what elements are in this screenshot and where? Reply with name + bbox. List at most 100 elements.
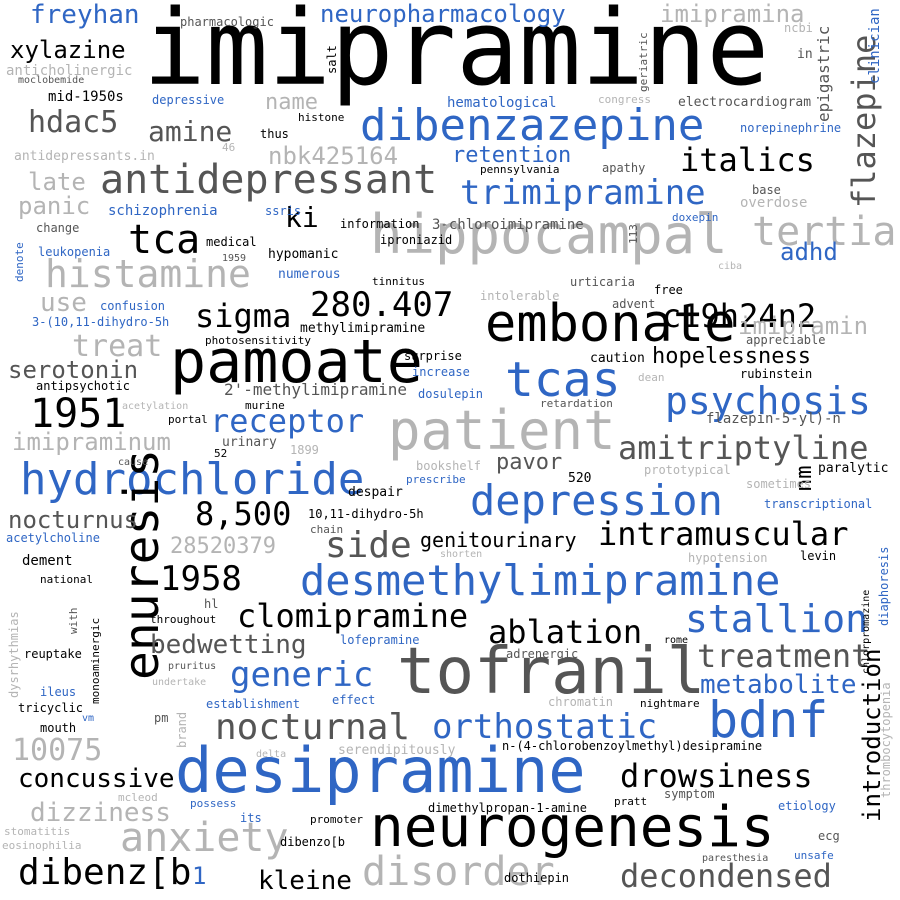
word: rubinstein	[740, 367, 813, 381]
word: tertiary	[752, 209, 900, 255]
word: chain	[310, 523, 344, 536]
word: serendipitously	[338, 743, 456, 758]
word: surprise	[404, 349, 462, 363]
word: pharmacologic	[180, 15, 274, 29]
word: imipramin	[738, 312, 869, 340]
word: genitourinary	[420, 528, 577, 552]
word: retention	[452, 143, 572, 168]
word: urinary	[222, 435, 277, 450]
word: overdose	[740, 195, 808, 211]
word: unsafe	[794, 849, 834, 862]
word: salt	[325, 45, 339, 74]
word: apathy	[602, 161, 646, 175]
word: dimethylpropan-1-amine	[428, 801, 587, 815]
word: eosinophilia	[2, 839, 82, 852]
word: pratt	[614, 795, 648, 808]
word: patient	[388, 399, 616, 462]
word: amine	[148, 115, 233, 148]
word: monoaminergic	[89, 617, 102, 704]
word: in	[797, 47, 813, 62]
word: decondensed	[620, 857, 832, 895]
word: confusion	[100, 299, 166, 313]
word: thrombocytopenia	[879, 682, 893, 798]
word: transcriptional	[764, 497, 873, 511]
word: histamine	[45, 252, 251, 296]
word: chlorpromazine	[861, 589, 872, 674]
word: anxiety	[120, 815, 289, 861]
word: hydrochloride	[20, 454, 365, 505]
word: orthostatic	[432, 707, 658, 747]
word: dibenzo[b	[280, 835, 346, 849]
word: tofranil	[397, 635, 706, 709]
word: iproniazid	[380, 233, 453, 247]
word: leukopenia	[38, 245, 111, 259]
word: late	[28, 168, 86, 196]
word: stallion	[685, 597, 869, 641]
word: mcleod	[118, 791, 158, 804]
word: kleine	[258, 866, 352, 896]
word: sometimes	[746, 477, 812, 491]
word: pennsylvania	[480, 163, 560, 176]
word: symptom	[664, 787, 715, 801]
word: histone	[298, 111, 345, 124]
word: tricyclic	[18, 701, 84, 715]
word: side	[325, 525, 412, 566]
word: mouth	[40, 721, 77, 735]
word: change	[36, 221, 80, 235]
word: etiology	[778, 799, 836, 813]
word: 280.407	[310, 285, 454, 325]
word: vm	[82, 713, 95, 724]
word: 10,11-dihydro-5h	[308, 507, 424, 521]
word: 1951	[30, 391, 127, 437]
word: retardation	[540, 397, 613, 410]
word: prescribe	[406, 473, 466, 486]
word: hopelessness	[652, 344, 811, 369]
word: pm	[154, 711, 169, 725]
word: 1958	[160, 559, 242, 599]
word: effect	[332, 693, 376, 707]
word: portal	[168, 413, 208, 426]
word: lofepramine	[340, 633, 420, 647]
word: with	[67, 607, 80, 635]
word: dosulepin	[418, 387, 484, 401]
word: treatment	[697, 637, 871, 675]
word: hematological	[447, 95, 557, 111]
word: epigastric	[814, 25, 833, 122]
word: reuptake	[24, 647, 82, 661]
word: photosensitivity	[205, 334, 311, 347]
word: nbk425164	[268, 142, 399, 170]
word: ncbi	[784, 21, 813, 35]
word: numerous	[278, 267, 341, 282]
word: ssris	[265, 204, 302, 218]
word: stomatitis	[4, 825, 71, 838]
word: neuropharmacology	[320, 0, 566, 28]
word: dizziness	[30, 798, 171, 828]
word: disorder	[362, 849, 555, 895]
word: throughout	[150, 613, 217, 626]
word: nightmare	[640, 697, 700, 710]
word: 28520379	[170, 534, 276, 559]
word: hdac5	[28, 105, 119, 140]
word: pamoate	[170, 327, 423, 397]
word: intolerable	[480, 289, 560, 303]
word: metabolite	[700, 670, 857, 700]
word: bedwetting	[150, 630, 307, 660]
word: treat	[72, 329, 163, 364]
word: receptor	[210, 402, 365, 440]
word: geriatric	[637, 32, 650, 92]
word: 3-chloroimipramine	[432, 217, 584, 233]
word: hypomanic	[268, 247, 339, 262]
word: embonate	[485, 294, 736, 354]
word: adrenergic	[506, 647, 579, 661]
word: 1959	[222, 253, 247, 264]
word: acetylation	[122, 401, 189, 412]
word: flazepin-5-yl)-n	[706, 411, 841, 427]
word: bdnf	[708, 691, 829, 749]
word: cause	[118, 457, 149, 468]
word: increase	[412, 365, 470, 379]
word: trimipramine	[460, 173, 706, 213]
word: chromatin	[548, 695, 614, 709]
word: psychosis	[665, 379, 871, 423]
word: desmethylimipramine	[300, 556, 781, 605]
word: pruritus	[168, 661, 217, 672]
